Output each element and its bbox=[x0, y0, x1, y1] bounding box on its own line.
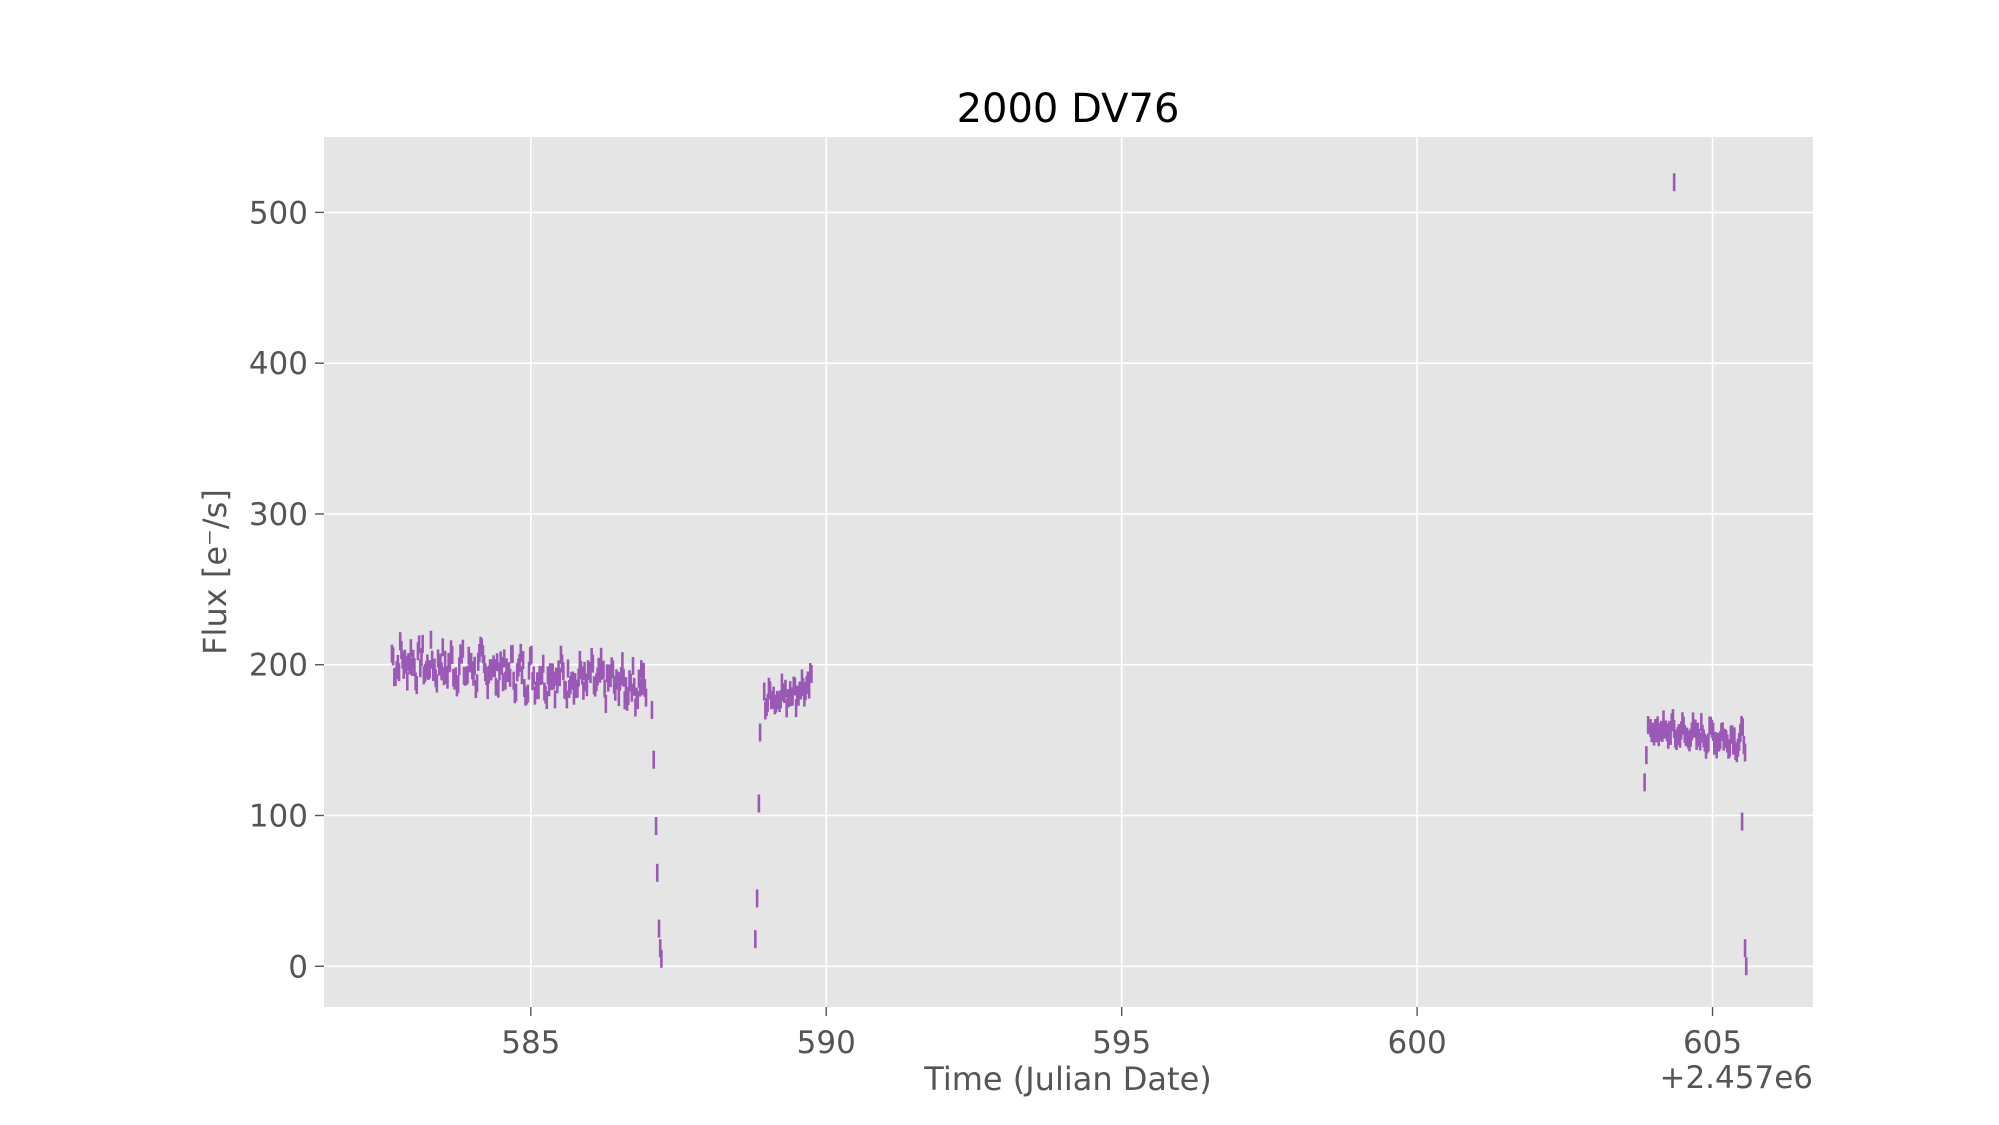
x-tick-label: 605 bbox=[1683, 1025, 1742, 1061]
y-tick-label: 300 bbox=[249, 497, 308, 533]
x-tick-label: 585 bbox=[501, 1025, 560, 1061]
y-tick-label: 200 bbox=[249, 648, 308, 684]
axis-ticks: 585 590 595 600 605 0 100 200 300 400 500 bbox=[249, 195, 1742, 1061]
data-markers bbox=[390, 173, 1748, 976]
x-tick-label: 600 bbox=[1388, 1025, 1447, 1061]
y-tick-label: 400 bbox=[249, 346, 308, 382]
x-axis-label: Time (Julian Date) bbox=[923, 1060, 1212, 1098]
y-tick-label: 0 bbox=[288, 949, 308, 985]
y-axis-label: Flux [e⁻/s] bbox=[196, 489, 234, 655]
plot-area bbox=[324, 137, 1813, 1007]
x-tick-label: 590 bbox=[797, 1025, 856, 1061]
chart-title: 2000 DV76 bbox=[957, 86, 1180, 132]
gridlines bbox=[324, 137, 1813, 1007]
y-tick-label: 100 bbox=[249, 799, 308, 835]
y-tick-label: 500 bbox=[249, 195, 308, 231]
x-tick-label: 595 bbox=[1092, 1025, 1151, 1061]
x-offset-label: +2.457e6 bbox=[1659, 1060, 1813, 1096]
